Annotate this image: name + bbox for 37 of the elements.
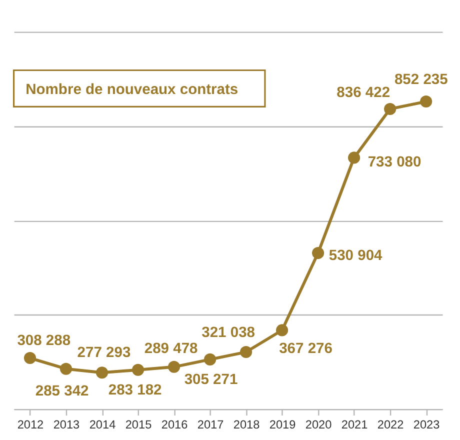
x-tick-label: 2020 — [305, 417, 332, 432]
point — [132, 364, 144, 376]
x-tick-label: 2013 — [53, 417, 80, 432]
point — [276, 324, 288, 336]
data-label: 836 422 — [336, 85, 390, 102]
point — [168, 360, 180, 373]
x-tick-label: 2012 — [17, 417, 44, 432]
data-label: 530 904 — [328, 248, 384, 264]
data-label: 305 271 — [184, 372, 238, 388]
point — [96, 366, 108, 379]
x-tick-label: 2018 — [233, 417, 260, 432]
data-label: 308 288 — [17, 333, 71, 350]
x-tick-label: 2023 — [413, 417, 440, 432]
x-tick-label: 2016 — [161, 417, 188, 432]
data-label: 285 342 — [35, 383, 89, 400]
x-tick-label: 2021 — [341, 417, 368, 432]
data-label: 733 080 — [368, 154, 422, 171]
x-tick-label: 2017 — [197, 417, 224, 432]
x-tick-label: 2015 — [125, 417, 152, 432]
point — [312, 247, 324, 260]
point — [60, 362, 72, 375]
data-label: 367 276 — [279, 340, 332, 357]
data-label: 852 235 — [394, 72, 448, 88]
data-label: 321 038 — [202, 325, 255, 342]
point — [204, 353, 216, 366]
x-tick-label: 2019 — [269, 417, 296, 432]
data-label: 289 478 — [144, 341, 198, 358]
point — [24, 352, 36, 364]
point — [420, 95, 432, 108]
data-label: 277 293 — [77, 344, 131, 361]
data-label: 283 182 — [108, 382, 162, 398]
x-tick-label: 2014 — [89, 417, 116, 432]
point — [240, 346, 252, 358]
text: Nombre de nouveaux contrats — [26, 82, 238, 98]
point — [348, 152, 360, 164]
point — [384, 102, 396, 115]
x-tick-label: 2022 — [377, 417, 404, 432]
